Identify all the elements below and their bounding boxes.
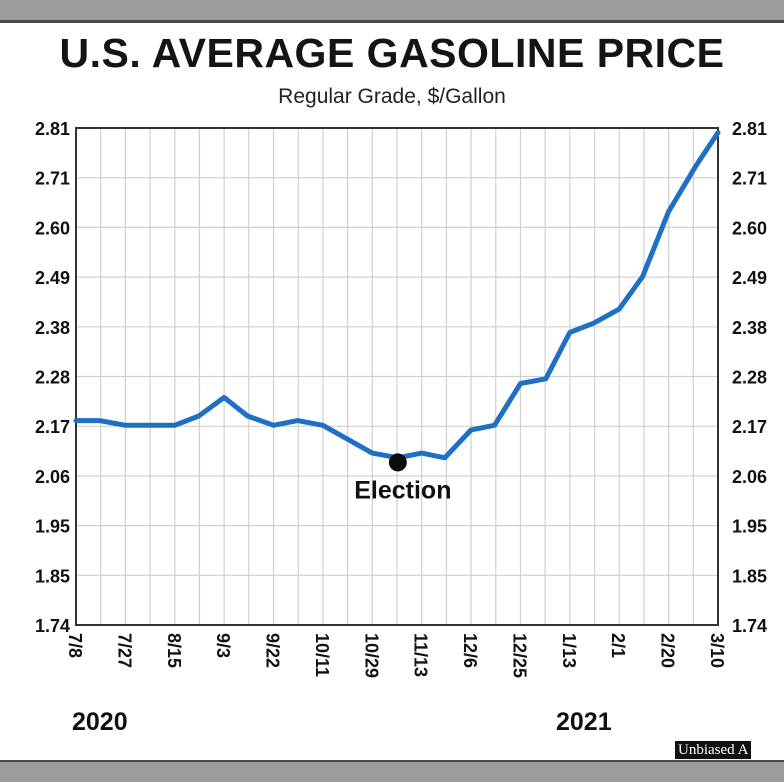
y-tick-label-left: 2.71 [35,169,70,189]
y-tick-label-right: 2.06 [732,467,767,487]
y-tick-label-left: 2.81 [35,119,70,139]
x-tick-label: 12/25 [509,633,529,678]
y-tick-label-left: 1.85 [35,566,70,586]
x-tick-label: 9/3 [213,633,233,658]
chart-title: U.S. AVERAGE GASOLINE PRICE [59,30,725,76]
y-tick-label-right: 1.95 [732,517,767,537]
x-tick-label: 9/22 [263,633,283,668]
y-tick-label-right: 1.85 [732,566,767,586]
chart-subtitle: Regular Grade, $/Gallon [278,85,506,108]
year-label-2020: 2020 [72,708,128,736]
x-tick-label: 3/10 [707,633,727,668]
y-tick-label-right: 2.81 [732,119,767,139]
watermark: Unbiased A [675,741,752,759]
y-tick-label-left: 2.60 [35,218,70,238]
y-tick-label-left: 2.49 [35,268,70,288]
y-tick-label-left: 2.38 [35,318,70,338]
x-tick-label: 2/20 [658,633,678,668]
x-tick-label: 7/8 [65,633,85,658]
y-tick-label-left: 1.95 [35,517,70,537]
election-marker [388,453,407,472]
year-label-2021: 2021 [556,708,612,736]
bottom-frame-edge [0,760,784,763]
y-tick-label-right: 2.60 [732,218,767,238]
y-tick-label-right: 2.49 [732,268,767,288]
y-tick-label-right: 1.74 [732,616,767,636]
y-tick-label-left: 1.74 [35,616,70,636]
y-tick-label-right: 2.71 [732,169,767,189]
y-tick-label-right: 2.28 [732,368,767,388]
y-tick-label-right: 2.38 [732,318,767,338]
x-tick-label: 11/13 [411,633,431,677]
x-tick-label: 2/1 [608,633,628,658]
election-label: Election [354,476,451,504]
x-tick-label: 10/29 [361,633,381,678]
top-frame-bar [0,0,784,22]
top-frame-edge [0,20,784,23]
x-tick-label: 12/6 [460,633,480,668]
y-tick-label-left: 2.17 [35,417,70,437]
x-tick-label: 1/13 [559,633,579,668]
x-tick-label: 7/27 [114,633,134,668]
y-tick-label-left: 2.06 [35,467,70,487]
x-tick-label: 10/11 [312,633,332,677]
y-tick-label-left: 2.28 [35,368,70,388]
plot-frame [75,127,719,626]
y-tick-label-right: 2.17 [732,417,767,437]
bottom-frame-bar [0,762,784,782]
x-tick-label: 8/15 [164,633,184,668]
